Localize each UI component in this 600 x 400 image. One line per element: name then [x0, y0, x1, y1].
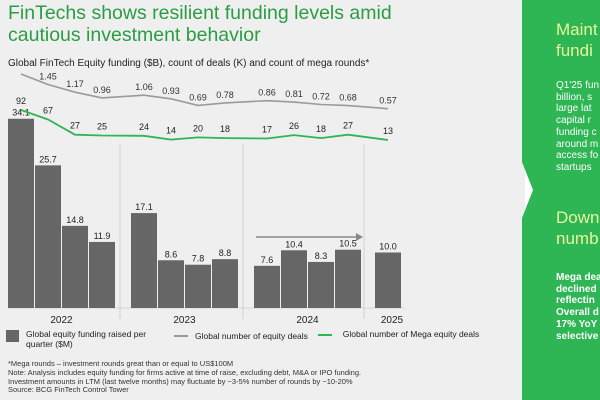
- mega-deals-label: 14: [166, 126, 176, 136]
- mega-deals-label: 26: [289, 121, 299, 131]
- mega-deals-label: 20: [193, 123, 203, 133]
- funding-bar-label: 25.7: [39, 154, 57, 164]
- legend-mega-swatch: [318, 334, 332, 336]
- funding-bar: [62, 225, 88, 308]
- funding-chart: 34.1 25.7 14.8 11.9 17.1 8.6 7.8 8.8 7.6 10.4 8.3 1…: [8, 72, 404, 326]
- footnote-mega-definition: *Mega rounds – investment rounds great t…: [8, 359, 234, 368]
- funding-bar-label: 10.4: [285, 239, 303, 249]
- mega-deals-label: 27: [343, 121, 353, 131]
- funding-bar-label: 8.6: [165, 249, 178, 259]
- deals-label: 0.93: [162, 86, 180, 96]
- funding-bar-label: 10.0: [379, 242, 397, 252]
- deals-label: 0.96: [93, 85, 111, 95]
- mega-deals-label: 25: [97, 121, 107, 131]
- funding-bar-label: 34.1: [12, 108, 30, 118]
- deals-label: 1.17: [66, 79, 84, 89]
- mega-deals-label: 18: [316, 124, 326, 134]
- funding-bar: [89, 241, 115, 308]
- panel-paragraph-2: Mega dea declined reflectin Overall d 17…: [556, 272, 600, 342]
- deals-label: 1.45: [39, 72, 57, 81]
- funding-bar-label: 11.9: [94, 231, 111, 241]
- funding-bar: [131, 213, 157, 308]
- deals-label: 0.72: [312, 92, 330, 102]
- deals-label: 0.81: [285, 89, 303, 99]
- mega-deals-label: 17: [262, 125, 272, 135]
- panel-heading-2: Down numb: [556, 208, 600, 248]
- legend-bars-swatch: [6, 330, 19, 342]
- funding-bar: [335, 249, 361, 308]
- funding-bar-label: 8.3: [315, 251, 328, 261]
- funding-bar: [375, 252, 401, 308]
- title-line-2: cautious investment behavior: [8, 24, 261, 46]
- title-line-1: FinTechs shows resilient funding levels …: [8, 2, 392, 24]
- deals-label: 0.78: [216, 90, 234, 100]
- chart-area: FinTechs shows resilient funding levels …: [0, 0, 525, 400]
- funding-bar-label: 7.8: [192, 254, 205, 264]
- legend-deals-label: Global number of equity deals: [195, 331, 308, 341]
- year-label: 2024: [296, 315, 319, 326]
- mega-deals-label: 24: [139, 122, 149, 132]
- footnotes: *Mega rounds – investment rounds great t…: [8, 359, 362, 395]
- footnote-ltm: Investment amounts in LTM (last twelve m…: [8, 376, 353, 386]
- funding-bar: [35, 165, 61, 308]
- insights-panel: Maint fundi Q1'25 fun billion, s large l…: [522, 0, 600, 400]
- funding-bar-label: 8.8: [219, 248, 232, 258]
- mega-deals-line: [20, 109, 389, 141]
- funding-bar: [8, 118, 34, 308]
- funding-bar-label: 10.5: [339, 239, 357, 249]
- funding-bar: [308, 261, 334, 308]
- funding-bar-label: 17.1: [135, 202, 153, 212]
- trend-arrow-head: [356, 233, 363, 241]
- deals-label: 0.69: [189, 92, 207, 102]
- deals-label: 0.57: [379, 96, 397, 106]
- panel-paragraph-1: Q1'25 fun billion, s large lat capital r…: [556, 80, 600, 173]
- funding-bar: [212, 259, 238, 308]
- funding-bar: [185, 264, 211, 308]
- legend-mega-label: Global number of Mega equity deals: [342, 329, 480, 339]
- mega-deals-label: 67: [43, 106, 53, 116]
- legend-deals-swatch: [174, 335, 188, 337]
- mega-deals-label: 27: [70, 121, 80, 131]
- deals-label: 1.06: [135, 82, 153, 92]
- funding-bar: [281, 250, 307, 308]
- deals-line: [20, 73, 389, 110]
- funding-bar-label: 7.6: [261, 255, 274, 265]
- chart-subtitle: Global FinTech Equity funding ($B), coun…: [8, 58, 370, 69]
- year-label: 2023: [173, 315, 196, 326]
- page-title: FinTechs shows resilient funding levels …: [8, 2, 518, 46]
- deals-label: 0.68: [339, 93, 357, 103]
- footnote-source: Source: BCG FinTech Control Tower: [8, 385, 129, 395]
- panel-heading-1: Maint fundi: [556, 20, 598, 60]
- year-label: 2022: [50, 315, 73, 326]
- year-label: 2025: [381, 315, 404, 326]
- footnote-note: Note: Analysis includes equity funding f…: [8, 367, 362, 377]
- funding-bar-label: 14.8: [66, 215, 84, 225]
- mega-deals-label: 18: [220, 124, 230, 134]
- funding-bar: [254, 265, 280, 308]
- mega-deals-label: 92: [16, 96, 26, 106]
- deals-label: 0.86: [258, 88, 276, 98]
- funding-bar: [158, 260, 184, 308]
- mega-deals-label: 13: [383, 126, 393, 136]
- legend-bars-label: Global equity funding raised per quarter…: [26, 329, 147, 349]
